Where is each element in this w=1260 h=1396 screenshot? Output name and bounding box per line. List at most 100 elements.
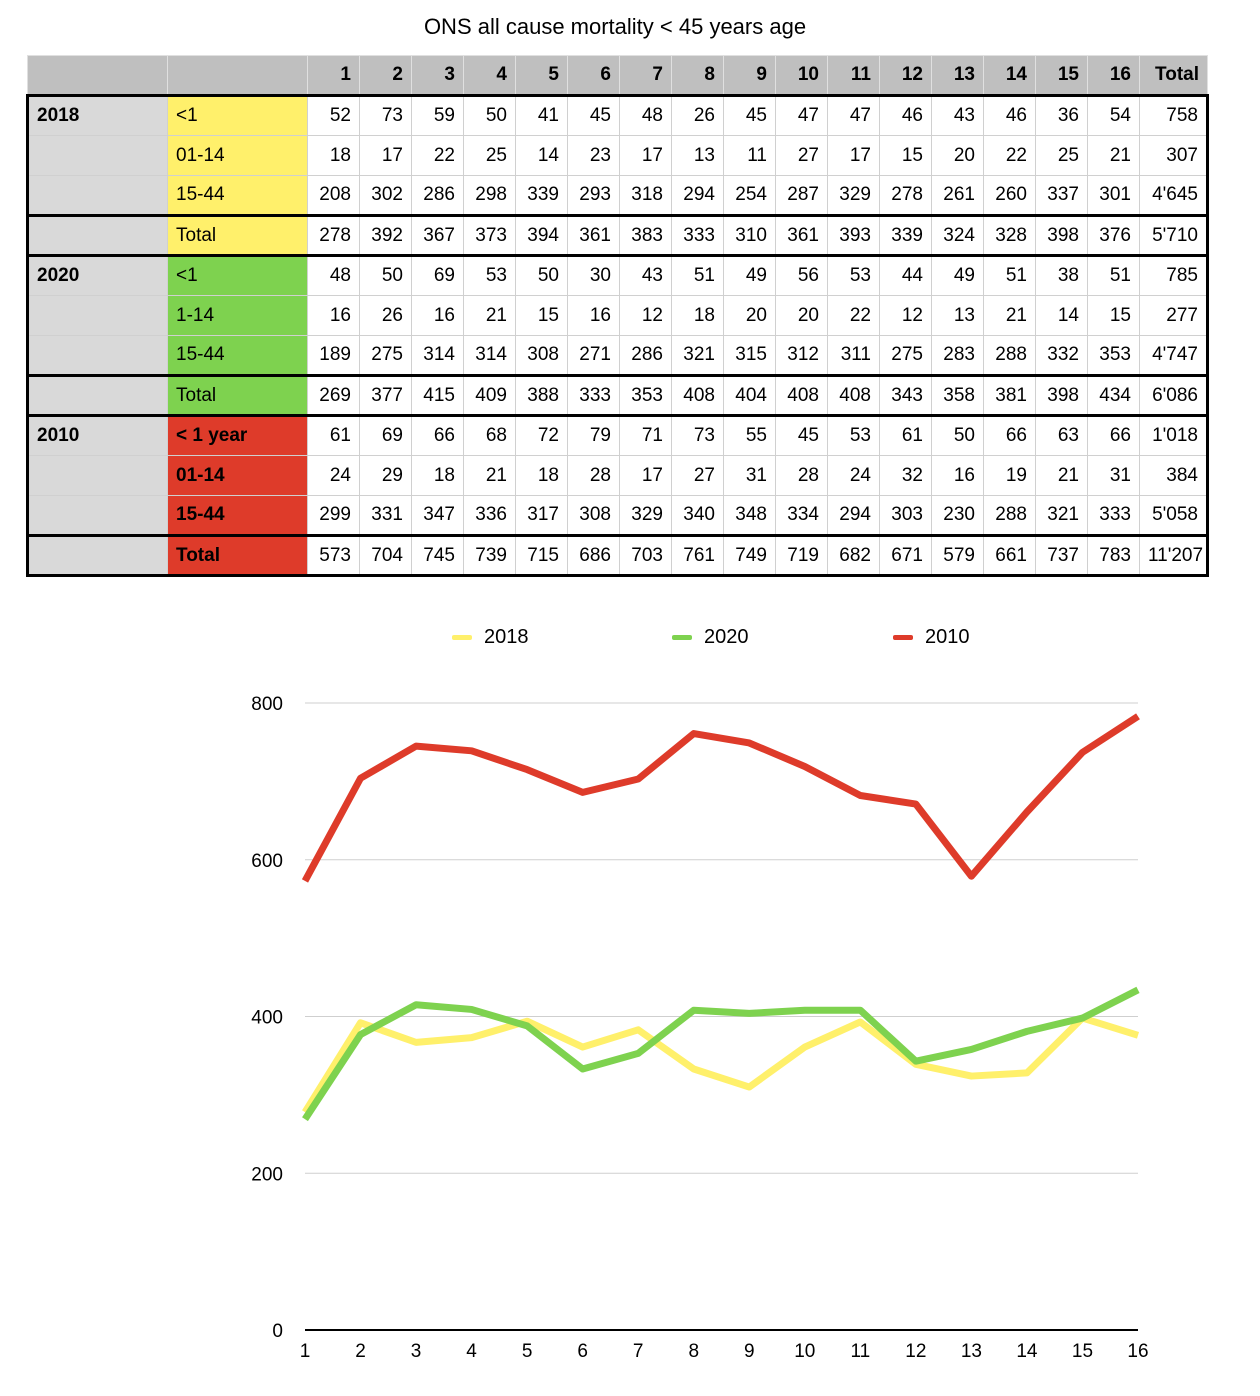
- value-cell: 21: [1087, 135, 1140, 176]
- value-cell: 761: [671, 534, 724, 577]
- x-tick-label: 5: [522, 1341, 533, 1362]
- header-cell: 2: [359, 55, 412, 96]
- value-cell: 50: [359, 254, 412, 296]
- age-group-cell: <1: [167, 94, 308, 136]
- value-cell: 277: [1139, 295, 1209, 336]
- series-line-2020: [302, 986, 1140, 1122]
- header-cell: 14: [983, 55, 1036, 96]
- value-cell: 745: [411, 534, 464, 577]
- value-cell: 408: [671, 374, 724, 417]
- value-cell: 51: [983, 254, 1036, 296]
- value-cell: 21: [1035, 455, 1088, 496]
- legend-item-2020: 2020: [672, 626, 749, 649]
- value-cell: 288: [983, 495, 1036, 537]
- value-cell: 31: [723, 455, 776, 496]
- value-cell: 63: [1035, 414, 1088, 456]
- year-cell: [26, 214, 168, 257]
- value-cell: 54: [1087, 94, 1140, 136]
- value-cell: 337: [1035, 175, 1088, 217]
- value-cell: 339: [879, 214, 932, 257]
- table-row: 1-14 16 26 16 21 15 16 12 18 20 20 22 12 13 21 14 15 277: [26, 295, 1209, 336]
- value-cell: 783: [1087, 534, 1140, 577]
- value-cell: 45: [775, 414, 828, 456]
- value-cell: 46: [879, 94, 932, 136]
- header-cell: 15: [1035, 55, 1088, 96]
- value-cell: 18: [307, 135, 360, 176]
- value-cell: 719: [775, 534, 828, 577]
- age-group-cell: Total: [167, 214, 308, 257]
- value-cell: 343: [879, 374, 932, 417]
- value-cell: 286: [619, 335, 672, 377]
- value-cell: 17: [827, 135, 880, 176]
- value-cell: 340: [671, 495, 724, 537]
- value-cell: 44: [879, 254, 932, 296]
- value-cell: 51: [671, 254, 724, 296]
- value-cell: 353: [1087, 335, 1140, 377]
- header-cell: 11: [827, 55, 880, 96]
- value-cell: 703: [619, 534, 672, 577]
- value-cell: 15: [879, 135, 932, 176]
- value-cell: 22: [411, 135, 464, 176]
- y-tick-label: 200: [251, 1164, 283, 1185]
- value-cell: 25: [463, 135, 516, 176]
- y-tick-label: 800: [251, 694, 283, 715]
- value-cell: 5'058: [1139, 495, 1209, 537]
- value-cell: 13: [671, 135, 724, 176]
- value-cell: 409: [463, 374, 516, 417]
- x-tick-label: 14: [1016, 1341, 1038, 1362]
- value-cell: 36: [1035, 94, 1088, 136]
- value-cell: 18: [411, 455, 464, 496]
- x-tick-label: 13: [961, 1341, 982, 1362]
- age-group-cell: 01-14: [167, 455, 308, 496]
- x-tick-label: 3: [411, 1341, 422, 1362]
- value-cell: 261: [931, 175, 984, 217]
- value-cell: 59: [411, 94, 464, 136]
- header-cell: 12: [879, 55, 932, 96]
- header-cell: [167, 55, 308, 96]
- chart-legend: 2018 2020 2010: [0, 626, 1260, 656]
- value-cell: 312: [775, 335, 828, 377]
- value-cell: 315: [723, 335, 776, 377]
- value-cell: 31: [1087, 455, 1140, 496]
- value-cell: 72: [515, 414, 568, 456]
- value-cell: 27: [671, 455, 724, 496]
- legend-item-2018: 2018: [452, 626, 529, 649]
- value-cell: 286: [411, 175, 464, 217]
- value-cell: 310: [723, 214, 776, 257]
- value-cell: 43: [931, 94, 984, 136]
- x-tick-label: 6: [577, 1341, 588, 1362]
- year-cell: [26, 534, 168, 577]
- value-cell: 269: [307, 374, 360, 417]
- value-cell: 299: [307, 495, 360, 537]
- total-row: Total 269 377 415 409 388 333 353 408 404 408 408 34…: [26, 374, 1209, 417]
- value-cell: 208: [307, 175, 360, 217]
- header-cell: 5: [515, 55, 568, 96]
- value-cell: 12: [879, 295, 932, 336]
- value-cell: 353: [619, 374, 672, 417]
- table-row: 2010 < 1 year 61 69 66 68 72 79 71 73 55 45 53 61 50 66…: [26, 414, 1209, 456]
- value-cell: 50: [931, 414, 984, 456]
- header-cell: 9: [723, 55, 776, 96]
- value-cell: 28: [775, 455, 828, 496]
- value-cell: 45: [567, 94, 620, 136]
- legend-label: 2018: [484, 626, 529, 648]
- year-cell: [26, 335, 168, 377]
- value-cell: 329: [619, 495, 672, 537]
- value-cell: 6'086: [1139, 374, 1209, 417]
- value-cell: 28: [567, 455, 620, 496]
- value-cell: 46: [983, 94, 1036, 136]
- value-cell: 16: [411, 295, 464, 336]
- value-cell: 293: [567, 175, 620, 217]
- value-cell: 26: [359, 295, 412, 336]
- value-cell: 278: [307, 214, 360, 257]
- header-cell: 4: [463, 55, 516, 96]
- value-cell: 15: [1087, 295, 1140, 336]
- table-row: 01-14 18 17 22 25 14 23 17 13 11 27 17 15 20 22 25 21 307: [26, 135, 1209, 176]
- value-cell: 332: [1035, 335, 1088, 377]
- value-cell: 68: [463, 414, 516, 456]
- y-tick-label: 600: [251, 851, 283, 872]
- value-cell: 16: [931, 455, 984, 496]
- value-cell: 189: [307, 335, 360, 377]
- value-cell: 331: [359, 495, 412, 537]
- value-cell: 4'747: [1139, 335, 1209, 377]
